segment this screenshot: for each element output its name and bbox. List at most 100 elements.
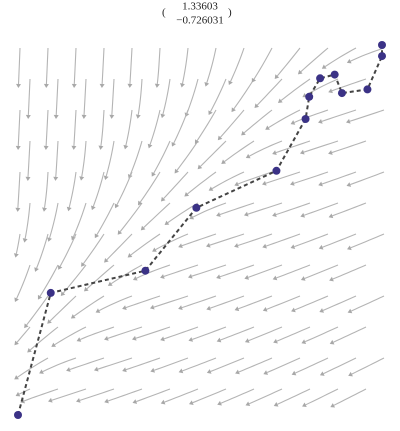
stream-line (45, 109, 49, 146)
stream-line (111, 78, 115, 115)
stream-line (237, 233, 273, 247)
stream-arrow (262, 243, 267, 249)
stream-line (247, 202, 283, 215)
stream-arrow (114, 203, 120, 209)
stream-line (187, 171, 217, 195)
stream-arrow (24, 323, 29, 329)
stream-line (68, 171, 77, 208)
stream-line (211, 171, 245, 190)
stream-line (101, 47, 105, 84)
stream-line (303, 202, 339, 216)
stream-arrow (81, 114, 87, 119)
stream-arrow (178, 243, 183, 249)
stream-line (253, 47, 273, 80)
stream-arrow (184, 191, 190, 197)
stream-line (79, 388, 115, 401)
stream-line (265, 171, 301, 184)
stream-arrow (347, 308, 353, 314)
stream-line (351, 357, 385, 375)
stream-arrow (180, 83, 185, 88)
path-point (14, 411, 22, 419)
stream-line (125, 109, 133, 146)
stream-line (230, 47, 245, 82)
stream-line (200, 140, 227, 167)
stream-arrow (76, 397, 81, 403)
stream-line (237, 171, 273, 185)
stream-arrow (194, 139, 200, 144)
stream-arrow (43, 145, 49, 150)
stream-arrow (51, 342, 57, 347)
stream-line (280, 78, 311, 101)
stream-arrow (160, 196, 166, 202)
stream-arrow (81, 262, 86, 267)
stream-arrow (216, 337, 222, 343)
path-point (192, 203, 201, 212)
stream-line (83, 233, 105, 264)
stream-arrow (140, 225, 146, 231)
stream-line (55, 78, 59, 115)
stream-arrow (132, 399, 138, 404)
stream-arrow (147, 143, 153, 149)
stream-line (275, 202, 311, 216)
stream-line (27, 140, 31, 177)
stream-line (268, 109, 301, 129)
stream-line (106, 233, 133, 261)
stream-line (333, 326, 367, 343)
stream-arrow (262, 180, 267, 186)
stream-arrow (16, 83, 22, 88)
stream-line (36, 233, 49, 269)
stream-line (210, 357, 245, 372)
stream-arrow (188, 337, 194, 342)
stream-field (13, 47, 385, 408)
stream-line (17, 109, 21, 146)
path-point (330, 70, 339, 79)
stream-line (350, 171, 385, 186)
stream-line (23, 388, 59, 402)
stream-arrow (15, 391, 21, 397)
stream-arrow (208, 186, 214, 191)
stream-arrow (174, 168, 180, 174)
stream-line (238, 357, 273, 373)
stream-arrow (43, 83, 49, 88)
stream-arrow (14, 375, 19, 380)
stream-line (153, 295, 189, 308)
stream-line (266, 357, 301, 374)
stream-line (224, 140, 255, 162)
stream-arrow (272, 275, 278, 281)
stream-arrow (221, 159, 226, 164)
stream-arrow (216, 274, 221, 280)
path-point (316, 74, 325, 83)
stream-line (129, 47, 133, 84)
stream-line (16, 264, 31, 299)
stream-line (305, 388, 339, 406)
stream-line (321, 109, 357, 122)
stream-line (135, 326, 171, 339)
stream-arrow (13, 253, 19, 258)
stream-line (191, 264, 227, 277)
stream-arrow (123, 144, 129, 150)
stream-line (256, 78, 283, 106)
stream-arrow (348, 371, 353, 377)
stream-arrow (15, 207, 21, 212)
stream-line (39, 264, 59, 297)
path-point (301, 115, 310, 123)
stream-line (73, 295, 105, 317)
stream-arrow (178, 368, 184, 374)
stream-line (321, 171, 357, 185)
stream-line (110, 264, 143, 285)
stream-line (45, 47, 49, 84)
stream-line (164, 388, 199, 403)
stream-line (125, 295, 161, 309)
vector-entry: −0.726031 (176, 15, 223, 27)
stream-line (86, 264, 115, 290)
stream-line (220, 326, 255, 341)
stream-arrow (14, 340, 19, 346)
stream-line (181, 233, 217, 247)
stream-arrow (137, 200, 143, 206)
stream-arrow (25, 114, 31, 119)
stream-arrow (188, 400, 194, 406)
left-paren: ( (162, 7, 166, 19)
stream-arrow (152, 247, 157, 252)
stream-arrow (244, 338, 250, 343)
vector-entry: 1.33603 (182, 1, 218, 13)
